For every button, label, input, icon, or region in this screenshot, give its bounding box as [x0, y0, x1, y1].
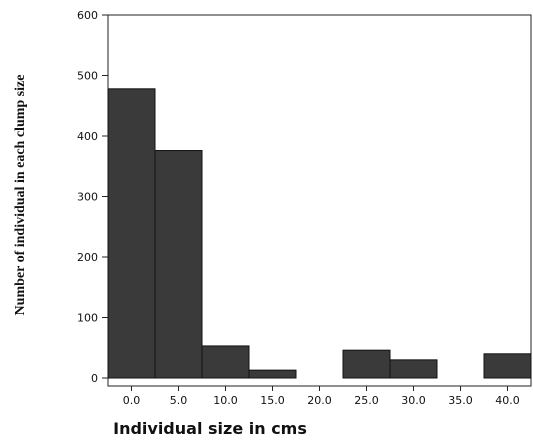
bars-group	[107, 88, 532, 379]
bar-10.0	[201, 345, 250, 379]
y-tick-label: 0	[91, 372, 98, 385]
x-ticks-group: 0.0 5.0 10.0 15.0 20.0 25.0 30.0 35.0 40.0	[123, 386, 520, 407]
x-tick-label: 5.0	[170, 394, 188, 407]
y-tick-label: 300	[77, 191, 98, 204]
y-tick-label: 200	[77, 251, 98, 264]
y-tick-label: 100	[77, 312, 98, 325]
x-tick-label: 30.0	[401, 394, 426, 407]
y-axis-title: Number of individual in each clump size	[13, 75, 28, 316]
bar-5.0	[154, 150, 203, 379]
bar-15.0	[248, 369, 297, 379]
x-tick-label: 40.0	[495, 394, 520, 407]
bar-25.0	[342, 349, 391, 379]
bar-40.0	[483, 353, 532, 379]
x-tick-label: 20.0	[307, 394, 332, 407]
y-tick-label: 500	[77, 70, 98, 83]
bar-0.0	[107, 88, 156, 379]
y-tick-label: 400	[77, 130, 98, 143]
x-tick-label: 15.0	[260, 394, 285, 407]
x-axis-title: Individual size in cms	[113, 419, 307, 438]
x-tick-label: 25.0	[354, 394, 379, 407]
y-tick-label: 600	[77, 9, 98, 22]
y-ticks-group: 0 100 200 300 400 500 600	[77, 9, 108, 385]
bar-30.0	[389, 359, 438, 379]
x-tick-label: 0.0	[123, 394, 141, 407]
x-tick-label: 35.0	[448, 394, 473, 407]
x-tick-label: 10.0	[213, 394, 238, 407]
